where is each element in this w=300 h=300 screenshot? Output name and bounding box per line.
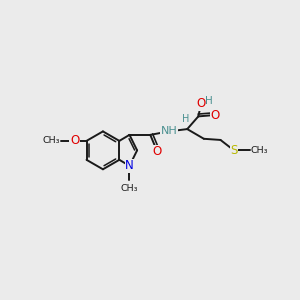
Text: O: O	[196, 97, 205, 110]
Text: N: N	[125, 159, 134, 172]
Text: CH₃: CH₃	[43, 136, 60, 146]
Text: H: H	[205, 96, 213, 106]
Text: O: O	[70, 134, 79, 147]
Text: NH: NH	[160, 126, 177, 136]
Text: S: S	[230, 144, 238, 157]
Text: H: H	[182, 114, 190, 124]
Text: O: O	[152, 145, 161, 158]
Text: CH₃: CH₃	[121, 184, 138, 193]
Text: O: O	[210, 109, 220, 122]
Text: CH₃: CH₃	[251, 146, 268, 155]
